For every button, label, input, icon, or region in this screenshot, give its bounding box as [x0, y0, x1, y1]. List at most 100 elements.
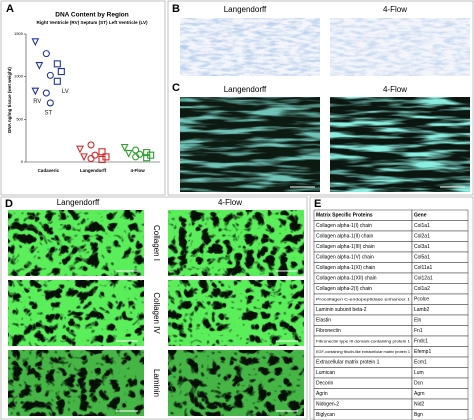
panel-label: C — [172, 82, 180, 94]
column-label: 4-Flow — [383, 85, 407, 94]
column-label: 4-Flow — [383, 5, 407, 14]
data-point — [35, 62, 44, 70]
data-point — [80, 153, 88, 162]
series-label: LV — [62, 89, 69, 95]
table-header: Gene — [414, 213, 427, 219]
table-text: Fn1 — [414, 328, 423, 334]
micrograph-texture — [8, 280, 144, 346]
row-label: Collagen I — [152, 225, 161, 261]
table-text: Fndc1 — [414, 339, 428, 345]
data-point — [132, 146, 140, 154]
data-point — [98, 148, 106, 156]
data-point — [91, 151, 99, 159]
table-text: Collagen alpha-1(V) chain — [316, 255, 374, 261]
column-label: 4-Flow — [218, 198, 242, 207]
x-tick-label: 4-Flow — [131, 168, 146, 173]
column-label: Langendorff — [224, 85, 267, 94]
table-text: Collagen alpha-1(II) chain — [316, 234, 373, 240]
table-text: Collagen alpha-2(I) chain — [316, 286, 372, 292]
table-text: Lumican — [316, 370, 335, 376]
micrograph-grid: Collagen I Collagen IV Laminin — [8, 210, 304, 416]
table-cell — [411, 409, 469, 420]
data-point — [87, 141, 95, 149]
table-text: Col11a1 — [414, 265, 432, 271]
micrograph-texture — [8, 210, 144, 276]
table-text: Elastin — [316, 318, 331, 324]
table-text: Pcolce — [414, 297, 429, 303]
y-tick-label: 0 — [21, 159, 24, 164]
y-axis-label: DNA ng/mg tissue (wet weight) — [7, 67, 12, 133]
table-text: Col5a1 — [414, 255, 430, 261]
data-point — [87, 155, 95, 163]
series-label: RV — [33, 99, 41, 105]
column-label: Langendorff — [57, 198, 100, 207]
table-text: Collagen alpha-1(I) chain — [316, 223, 372, 229]
panel-label: B — [172, 3, 180, 15]
table-text: Procollagen C-endopeptidase enhancer 1 — [316, 296, 410, 301]
table-text: Decorin — [316, 381, 333, 387]
micrograph-texture — [168, 280, 304, 346]
table-text: Extracellular matrix protein 1 — [316, 360, 380, 366]
column-label: Langendorff — [224, 5, 267, 14]
data-point — [53, 77, 61, 85]
table-text: Collagen alpha-1(XII) chain — [316, 276, 377, 282]
table-text: Col1a1 — [414, 223, 430, 229]
row-label: Laminin — [152, 369, 161, 397]
data-point — [42, 50, 50, 58]
micrograph-texture — [330, 18, 470, 76]
table-text: Laminin subunit beta-2 — [316, 307, 367, 313]
table-text: EGF-containing fibulin-like extracellula… — [316, 349, 410, 354]
table-text: Ecm1 — [414, 360, 427, 366]
data-point — [42, 89, 50, 97]
y-tick-label: 1500 — [14, 31, 24, 36]
data-point — [46, 71, 54, 79]
micrograph-texture — [168, 210, 304, 276]
panel-border — [0, 196, 308, 420]
data-point — [98, 155, 106, 163]
table-text: Eln — [414, 318, 421, 324]
data-point — [124, 149, 133, 158]
data-point — [76, 145, 84, 154]
table-text: Collagen alpha-1(XI) chain — [316, 265, 375, 271]
data-point — [132, 153, 140, 161]
y-tick-label: 1000 — [14, 74, 24, 79]
series-label: ST — [44, 111, 52, 117]
table-text: Collagen alpha-1(III) chain — [316, 244, 375, 250]
panel-label: A — [6, 3, 14, 15]
table-cell — [313, 388, 413, 400]
table-text: Col1a2 — [414, 286, 430, 292]
micrograph-texture — [330, 97, 470, 192]
micrograph-texture — [180, 97, 320, 192]
table-text: Dcn — [414, 381, 423, 387]
table-text: Col12a1 — [414, 276, 433, 282]
table-text: Col2a1 — [414, 234, 430, 240]
x-tick-label: Cadaveric — [38, 168, 60, 173]
data-point — [143, 154, 151, 162]
table-text: Biglycan — [316, 412, 335, 418]
table-text: Col3a1 — [414, 244, 430, 250]
table-text: Efemp1 — [414, 349, 431, 355]
data-point — [46, 99, 54, 107]
table-text: Bgn — [414, 412, 423, 418]
table-text: Fibronectin type III domain-containing p… — [316, 338, 410, 343]
table-text: Lum — [414, 370, 424, 376]
data-point — [120, 143, 129, 152]
x-tick-label: Langendorff — [80, 168, 107, 173]
table-text: Nidogen-2 — [316, 402, 339, 408]
data-point — [31, 87, 40, 96]
panel-border — [0, 0, 166, 196]
data-point — [57, 67, 65, 76]
table-text: Nid2 — [414, 402, 425, 408]
row-label: Collagen IV — [152, 292, 161, 334]
data-point — [53, 60, 61, 68]
data-point — [31, 38, 40, 47]
panel-border — [167, 0, 474, 196]
table-text: Lamb2 — [414, 307, 430, 313]
micrograph-texture — [8, 350, 144, 416]
micrograph-texture — [168, 350, 304, 416]
gene-table: Matrix Specific Proteins Gene Collagen alp… — [313, 209, 469, 420]
table-text: Agrn — [414, 391, 425, 397]
table-header: Matrix Specific Proteins — [316, 213, 373, 219]
